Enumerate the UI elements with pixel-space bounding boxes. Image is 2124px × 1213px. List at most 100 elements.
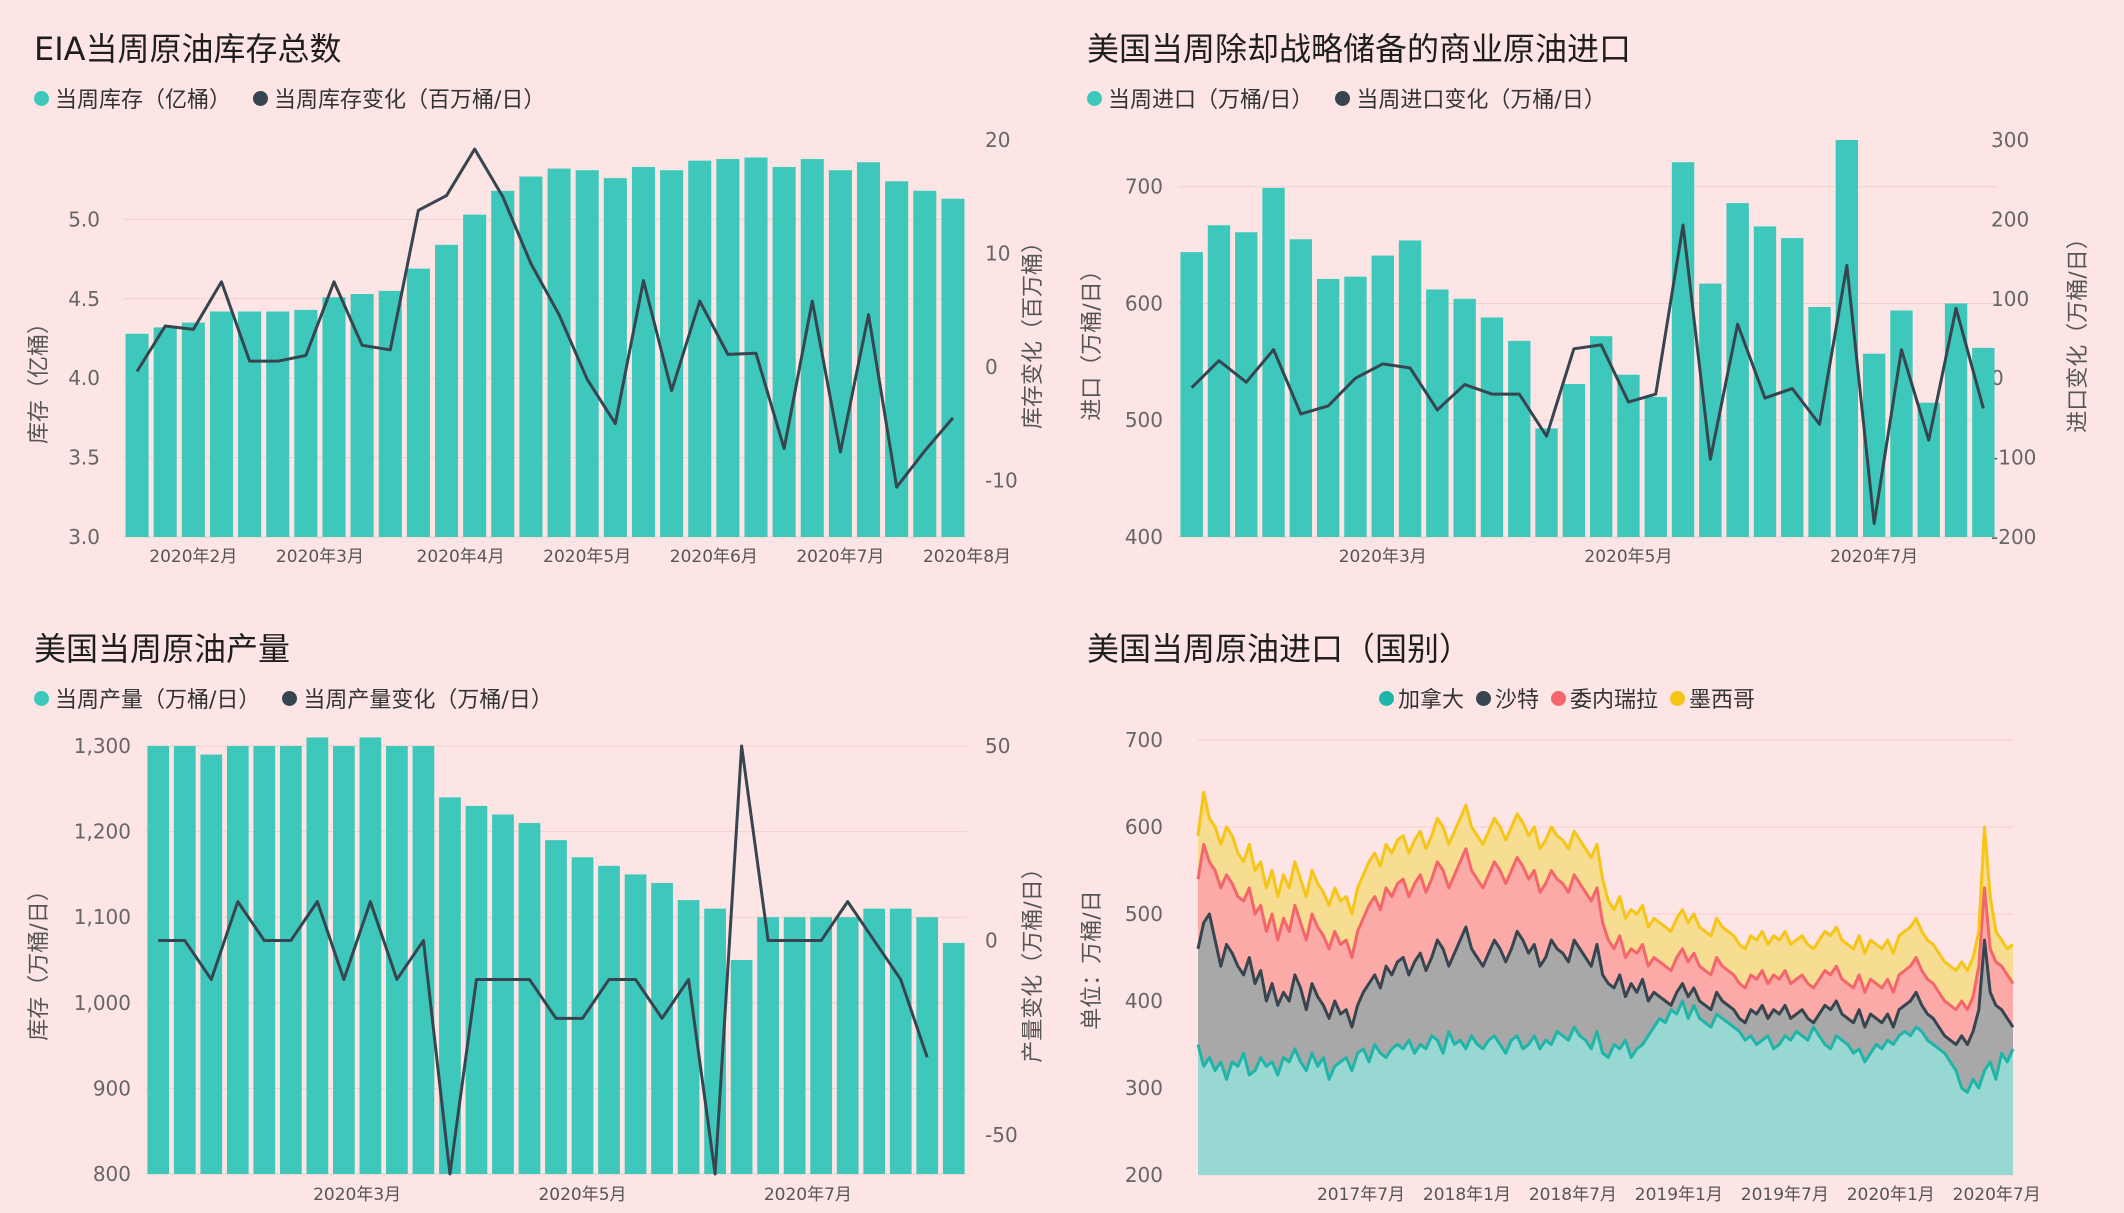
y-tick-label: 3.0 <box>68 525 100 549</box>
bar <box>306 737 329 1174</box>
y2-tick-label: -50 <box>985 1123 1018 1147</box>
line-venezuela <box>1196 842 2015 1012</box>
line-mexico <box>1196 790 2014 973</box>
bar <box>744 157 768 537</box>
legend-item-imports-change[interactable]: 当周进口变化（万桶/日） <box>1335 82 1606 114</box>
chart-legend: 当周进口（万桶/日） 当周进口变化（万桶/日） <box>1087 82 1606 114</box>
legend-label: 沙特 <box>1495 688 1540 713</box>
bar <box>125 333 149 537</box>
bar <box>757 917 780 1174</box>
bar <box>200 754 223 1174</box>
legend-dot-dark <box>1476 690 1492 706</box>
chart-title: 美国当周原油产量 <box>34 630 291 668</box>
y2-axis-label: 产量变化（万桶/日） <box>1021 857 1046 1062</box>
area-mexico <box>1198 792 2013 1010</box>
x-tick-label: 2020年7月 <box>796 547 884 567</box>
bar <box>1480 317 1504 537</box>
y2-tick-label: 10 <box>985 241 1010 265</box>
y-tick-label: 700 <box>1125 728 1163 752</box>
bar <box>1508 340 1531 537</box>
line-series <box>1190 223 1985 526</box>
bar <box>783 917 806 1174</box>
bar <box>863 908 886 1174</box>
legend-item-saudi[interactable]: 沙特 <box>1476 682 1539 714</box>
bar <box>571 857 594 1174</box>
bar <box>1426 289 1449 537</box>
y2-tick-label: 300 <box>1991 128 2029 152</box>
legend-dot-teal <box>34 690 49 706</box>
legend-label: 加拿大 <box>1398 688 1465 713</box>
bar <box>1235 232 1258 537</box>
bar <box>942 942 965 1174</box>
bar <box>386 746 408 1174</box>
legend-item-canada[interactable]: 加拿大 <box>1379 682 1464 714</box>
line-series <box>158 744 929 1176</box>
y2-axis-label: 库存变化（百万桶） <box>1021 231 1046 429</box>
bar <box>1617 374 1640 537</box>
legend-label: 当周进口（万桶/日） <box>1108 88 1314 113</box>
y-tick-label: 700 <box>1125 175 1163 199</box>
y-tick-label: 500 <box>1125 408 1163 432</box>
legend-item-venezuela[interactable]: 委内瑞拉 <box>1551 682 1658 714</box>
bar <box>800 159 824 537</box>
legend-dot-teal <box>34 90 49 106</box>
bar <box>624 874 647 1174</box>
y-tick-label: 600 <box>1125 815 1163 839</box>
bar <box>1316 278 1340 537</box>
bar <box>660 170 684 537</box>
legend-label: 当周库存（亿桶） <box>55 88 232 113</box>
legend-dot-yellow <box>1670 690 1686 706</box>
y2-axis-label: 进口变化（万桶/日） <box>2066 227 2091 432</box>
chart-panel-production: 美国当周原油产量 当周产量（万桶/日） 当周产量变化（万桶/日） <box>34 624 1034 1184</box>
bar <box>181 322 205 537</box>
bar <box>153 327 177 537</box>
y2-tick-label: 200 <box>1991 207 2029 231</box>
bar <box>631 166 656 537</box>
legend-item-production[interactable]: 当周产量（万桶/日） <box>34 682 260 714</box>
legend-item-imports[interactable]: 当周进口（万桶/日） <box>1087 82 1313 114</box>
bar <box>412 746 435 1174</box>
y-axis-label: 库存（亿桶） <box>27 312 52 444</box>
bar <box>1917 402 1940 537</box>
bar <box>810 917 833 1174</box>
bar <box>147 746 170 1174</box>
legend-item-production-change[interactable]: 当周产量变化（万桶/日） <box>282 682 553 714</box>
y-tick-label: 500 <box>1125 902 1163 926</box>
bar <box>173 746 196 1174</box>
bar <box>1289 239 1313 537</box>
bar <box>598 865 620 1174</box>
legend-label: 当周进口变化（万桶/日） <box>1356 88 1606 113</box>
area-venezuela <box>1198 844 2013 1045</box>
bar <box>916 917 939 1174</box>
y-tick-label: 1,200 <box>74 820 131 844</box>
y-tick-label: 200 <box>1125 1163 1163 1187</box>
bar <box>1644 396 1667 537</box>
bar <box>518 823 541 1174</box>
bar <box>332 746 355 1174</box>
x-tick-label: 2020年2月 <box>149 547 237 567</box>
legend-dot-teal <box>1379 690 1394 706</box>
legend-dot-dark <box>1335 90 1351 106</box>
bar <box>322 297 346 537</box>
legend-item-mexico[interactable]: 墨西哥 <box>1670 682 1755 714</box>
chart-title: 美国当周原油进口（国别） <box>1087 630 1472 668</box>
legend-dot-teal <box>1087 90 1102 106</box>
bar <box>463 214 487 538</box>
bar <box>547 168 571 538</box>
bar <box>1344 276 1367 537</box>
legend-item-inventory[interactable]: 当周库存（亿桶） <box>34 82 231 114</box>
chart-panel-imports: 美国当周除却战略储备的商业原油进口 当周进口（万桶/日） 当周进口变化（万桶/日… <box>1087 24 2087 564</box>
bar <box>1753 226 1777 537</box>
bar <box>1453 298 1476 537</box>
bar <box>226 746 249 1174</box>
legend-dot-dark <box>253 90 269 106</box>
legend-item-inventory-change[interactable]: 当周库存变化（百万桶/日） <box>253 82 545 114</box>
bar <box>359 737 382 1174</box>
bar <box>651 882 673 1174</box>
bar <box>730 960 753 1174</box>
chart-legend: 加拿大 沙特 委内瑞拉 墨西哥 <box>1379 682 1755 714</box>
x-tick-label: 2017年7月 <box>1317 1185 1405 1205</box>
x-tick-label: 2020年7月 <box>764 1185 852 1205</box>
